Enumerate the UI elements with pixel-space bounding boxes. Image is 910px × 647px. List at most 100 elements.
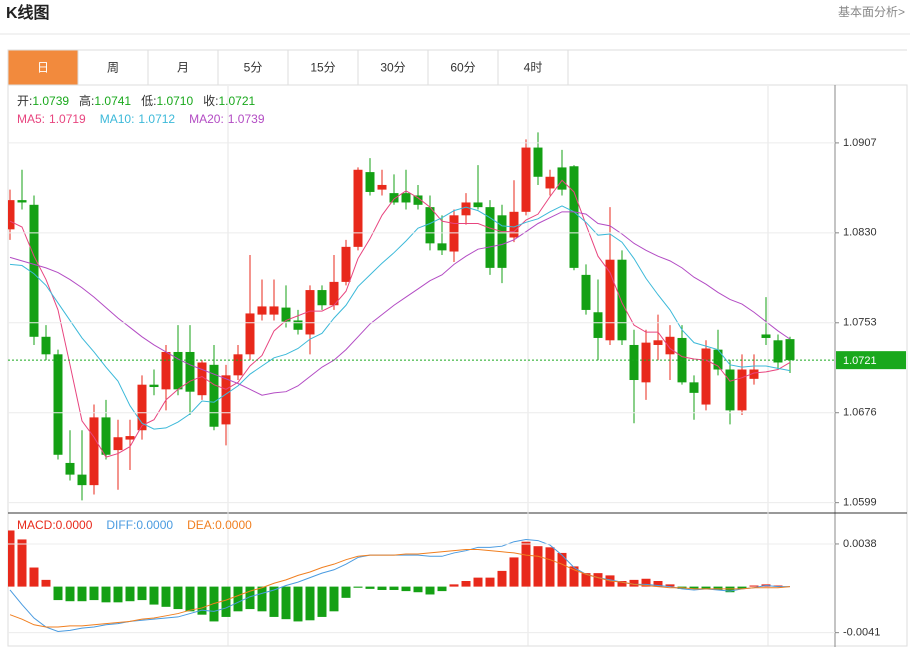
candle-body — [437, 243, 447, 251]
macd-bar — [293, 586, 303, 622]
candle-body — [65, 462, 75, 475]
macd-bar — [725, 586, 735, 593]
tab-label[interactable]: 月 — [177, 61, 189, 75]
macd-bar — [593, 573, 603, 587]
candle-body — [449, 215, 459, 252]
candle-body — [509, 211, 519, 238]
candle-body — [221, 375, 231, 425]
candle-body — [317, 290, 327, 306]
candle-body — [533, 147, 543, 177]
candle-body — [257, 306, 267, 315]
macd-bar — [521, 541, 531, 587]
candle-body — [341, 246, 351, 282]
macd-bar — [653, 581, 663, 587]
y-tick-label: 0.0038 — [843, 538, 877, 550]
macd-bar — [353, 586, 363, 588]
candle-body — [77, 474, 87, 486]
tab[interactable] — [7, 49, 79, 86]
candle-body — [281, 307, 291, 322]
y-tick-label: 1.0753 — [843, 317, 877, 329]
tab-label[interactable]: 5分 — [244, 61, 263, 75]
macd-bar — [509, 557, 519, 587]
macd-bar — [461, 581, 471, 587]
candle-body — [413, 195, 423, 205]
tab-label[interactable]: 4时 — [524, 61, 543, 75]
macd-bar — [473, 577, 483, 587]
macd-bar — [53, 586, 63, 601]
candle-body — [209, 364, 219, 427]
candle-body — [773, 340, 783, 363]
candle-body — [137, 384, 147, 431]
candle-body — [161, 351, 171, 390]
macd-bar — [377, 586, 387, 590]
macd-bar — [233, 586, 243, 612]
macd-bar — [557, 552, 567, 587]
y-tick-label: 1.0907 — [843, 137, 877, 149]
macd-bar — [401, 586, 411, 592]
macd-bar — [497, 570, 507, 587]
tab-label[interactable]: 日 — [37, 61, 49, 75]
macd-bar — [737, 586, 747, 589]
macd-bar — [689, 586, 699, 589]
macd-bar — [341, 586, 351, 598]
ohlc-info: 开:1.0739 高:1.0741 低:1.0710 收:1.0721 — [17, 93, 256, 108]
macd-bar — [617, 581, 627, 587]
info-value: 1.0721 — [218, 94, 255, 108]
tab-label[interactable]: 周 — [107, 61, 119, 75]
tab-label[interactable]: 60分 — [450, 61, 475, 75]
macd-bar — [17, 539, 27, 587]
macd-bar — [533, 546, 543, 587]
macd-bar — [749, 585, 759, 587]
candle-body — [473, 202, 483, 208]
macd-bar — [269, 586, 279, 617]
macd-bar — [389, 586, 399, 590]
tab[interactable] — [497, 49, 569, 86]
tab[interactable] — [147, 49, 219, 86]
macd-bar — [197, 586, 207, 615]
tab-label[interactable]: 30分 — [380, 61, 405, 75]
candle-body — [245, 313, 255, 355]
info-value: 1.0739 — [32, 94, 69, 108]
candle-body — [605, 259, 615, 341]
candle-body — [8, 200, 15, 230]
candle-body — [149, 384, 159, 388]
macd-bar — [245, 586, 255, 610]
legend-name: MACD: — [17, 518, 56, 532]
legend-name: MA20: — [189, 112, 224, 126]
macd-bar — [161, 586, 171, 607]
legend-name: MA10: — [100, 112, 135, 126]
candle-body — [521, 147, 531, 212]
y-tick-label: 1.0830 — [843, 227, 877, 239]
y-tick-label: 1.0676 — [843, 407, 877, 419]
macd-bar — [437, 586, 447, 592]
candle-body — [389, 193, 399, 203]
tab[interactable] — [77, 49, 149, 86]
candle-body — [233, 354, 243, 376]
candle-body — [377, 184, 387, 190]
candle-body — [581, 274, 591, 310]
tab[interactable] — [287, 49, 359, 86]
macd-bar — [209, 586, 219, 622]
candle-body — [89, 417, 99, 486]
legend-value: 0.0000 — [215, 518, 252, 532]
info-label: 低: — [141, 94, 156, 108]
tab[interactable] — [357, 49, 429, 86]
macd-bar — [113, 586, 123, 603]
main-plot — [8, 132, 795, 501]
macd-bar — [221, 586, 231, 617]
line-series — [9, 179, 791, 458]
macd-plot — [8, 530, 791, 633]
candle-body — [461, 202, 471, 216]
info-label: 开: — [17, 94, 32, 108]
legend-value: 0.0000 — [136, 518, 173, 532]
macd-bar — [41, 579, 51, 587]
info-label: 高: — [79, 93, 94, 108]
candle-body — [41, 336, 51, 355]
tab[interactable] — [427, 49, 499, 86]
candle-body — [353, 169, 363, 247]
link[interactable]: 基本面分析> — [838, 5, 905, 19]
tab-label[interactable]: 15分 — [310, 61, 335, 75]
macd-bar — [365, 586, 375, 589]
macd-bar — [305, 586, 315, 621]
